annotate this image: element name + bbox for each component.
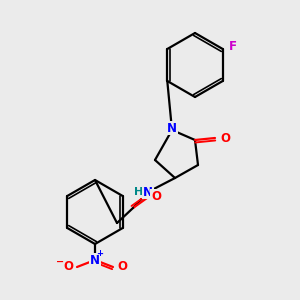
Text: N: N [143, 185, 153, 199]
Text: +: + [97, 250, 104, 259]
Text: H: H [134, 187, 144, 197]
Text: −: − [56, 257, 64, 267]
Text: N: N [90, 254, 100, 266]
Text: O: O [220, 131, 230, 145]
Text: F: F [229, 40, 237, 53]
Text: O: O [117, 260, 127, 274]
Text: O: O [151, 190, 161, 202]
Text: N: N [167, 122, 177, 134]
Text: O: O [63, 260, 73, 274]
